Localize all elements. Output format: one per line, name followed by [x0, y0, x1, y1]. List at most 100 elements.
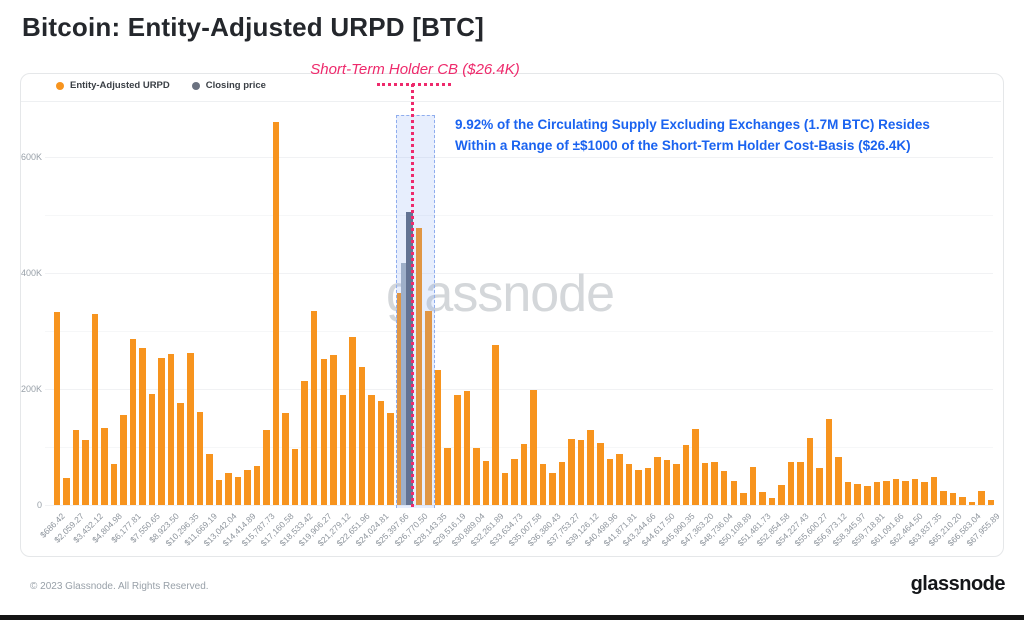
urpd-bar [434, 370, 442, 505]
legend-label-urpd: Entity-Adjusted URPD [70, 80, 170, 91]
urpd-bar [72, 429, 80, 505]
urpd-bar [177, 402, 184, 505]
sth-cb-annotation: Short-Term Holder CB ($26.4K) [310, 61, 520, 78]
urpd-bar [310, 310, 318, 505]
legend-item-closing-price: Closing price [191, 80, 266, 91]
urpd-bar [740, 493, 747, 505]
urpd-bar [778, 485, 785, 505]
urpd-bar [53, 312, 61, 505]
gridline-200K [45, 389, 993, 390]
chart-legend: Entity-Adjusted URPD Closing price [56, 80, 266, 91]
urpd-bar [272, 122, 280, 505]
highlight-band [396, 115, 435, 508]
urpd-bar [606, 459, 614, 505]
urpd-bar [682, 445, 690, 505]
urpd-bar [91, 313, 99, 505]
urpd-bar [692, 429, 699, 505]
urpd-bar [720, 470, 728, 505]
urpd-bar [196, 411, 204, 505]
legend-item-urpd: Entity-Adjusted URPD [56, 80, 170, 91]
urpd-bar [206, 453, 213, 505]
urpd-bar [120, 415, 127, 505]
urpd-bar [730, 481, 738, 505]
urpd-bar [167, 353, 175, 505]
urpd-bar [902, 480, 909, 505]
urpd-bar [625, 463, 633, 505]
urpd-bar [768, 498, 776, 505]
sth-cb-hline [377, 83, 451, 86]
urpd-bar [587, 430, 594, 505]
closing-price-bar-back [401, 262, 408, 505]
urpd-bar [225, 472, 232, 505]
sth-cb-vline [411, 84, 414, 507]
urpd-bar [454, 395, 461, 505]
urpd-bar [320, 359, 327, 505]
gridline-400K [45, 273, 993, 274]
urpd-bar [234, 476, 242, 505]
urpd-bar [415, 227, 423, 505]
urpd-bar [425, 310, 432, 505]
urpd-bar [492, 344, 499, 505]
urpd-bar [978, 490, 985, 505]
urpd-bar [883, 480, 890, 505]
legend-label-closing-price: Closing price [205, 80, 266, 91]
closing-price-bar [406, 212, 413, 505]
minor-gridline [45, 215, 993, 216]
urpd-bar [644, 467, 652, 505]
minor-gridline [45, 447, 993, 448]
urpd-bar [444, 448, 451, 505]
urpd-bar [844, 482, 852, 505]
urpd-legend-dot-icon [56, 81, 64, 90]
urpd-bar [387, 413, 394, 505]
urpd-bar [339, 394, 347, 505]
urpd-bar [148, 393, 156, 505]
legend-divider [21, 101, 1001, 102]
supply-note-line1: 9.92% of the Circulating Supply Excludin… [455, 117, 930, 132]
urpd-bar [215, 480, 223, 505]
urpd-bar [825, 419, 833, 505]
footer-copyright: © 2023 Glassnode. All Rights Reserved. [30, 581, 209, 592]
urpd-bar [520, 444, 528, 505]
urpd-bar [577, 440, 585, 505]
urpd-bar [301, 380, 308, 505]
urpd-bar [806, 437, 814, 505]
urpd-bar [539, 463, 547, 505]
urpd-bar [663, 459, 671, 505]
minor-gridline [45, 331, 993, 332]
urpd-bar [892, 478, 900, 505]
urpd-bar [463, 390, 471, 505]
urpd-bar [911, 478, 919, 505]
urpd-bar [330, 355, 337, 505]
urpd-bar [597, 442, 604, 505]
supply-note: 9.92% of the Circulating Supply Excludin… [455, 114, 930, 156]
bottom-edge-strip [0, 615, 1024, 620]
urpd-bar [616, 453, 623, 505]
y-tick-400K: 400K [20, 268, 42, 278]
urpd-bar [701, 463, 709, 505]
urpd-bar [797, 462, 804, 505]
urpd-bar [711, 461, 718, 505]
urpd-bar [291, 448, 299, 505]
urpd-bar [835, 457, 842, 505]
supply-note-line2: Within a Range of ±$1000 of the Short-Te… [455, 138, 911, 153]
y-tick-0: 0 [36, 500, 42, 510]
urpd-bar [101, 428, 108, 505]
urpd-bar [482, 460, 490, 505]
urpd-bar [987, 499, 995, 505]
urpd-bar [921, 481, 928, 505]
urpd-bar [940, 490, 947, 505]
urpd-bar [511, 458, 518, 505]
urpd-bar [854, 483, 861, 505]
urpd-bar [82, 440, 89, 505]
urpd-bar [139, 348, 146, 505]
urpd-bar [654, 456, 661, 505]
urpd-bar [473, 447, 480, 505]
glassnode-logo: glassnode [910, 573, 1006, 595]
urpd-bar [396, 292, 404, 505]
y-tick-600K: 600K [20, 152, 42, 162]
urpd-bar [253, 466, 261, 505]
urpd-bar [759, 491, 766, 505]
urpd-bar [368, 395, 375, 505]
